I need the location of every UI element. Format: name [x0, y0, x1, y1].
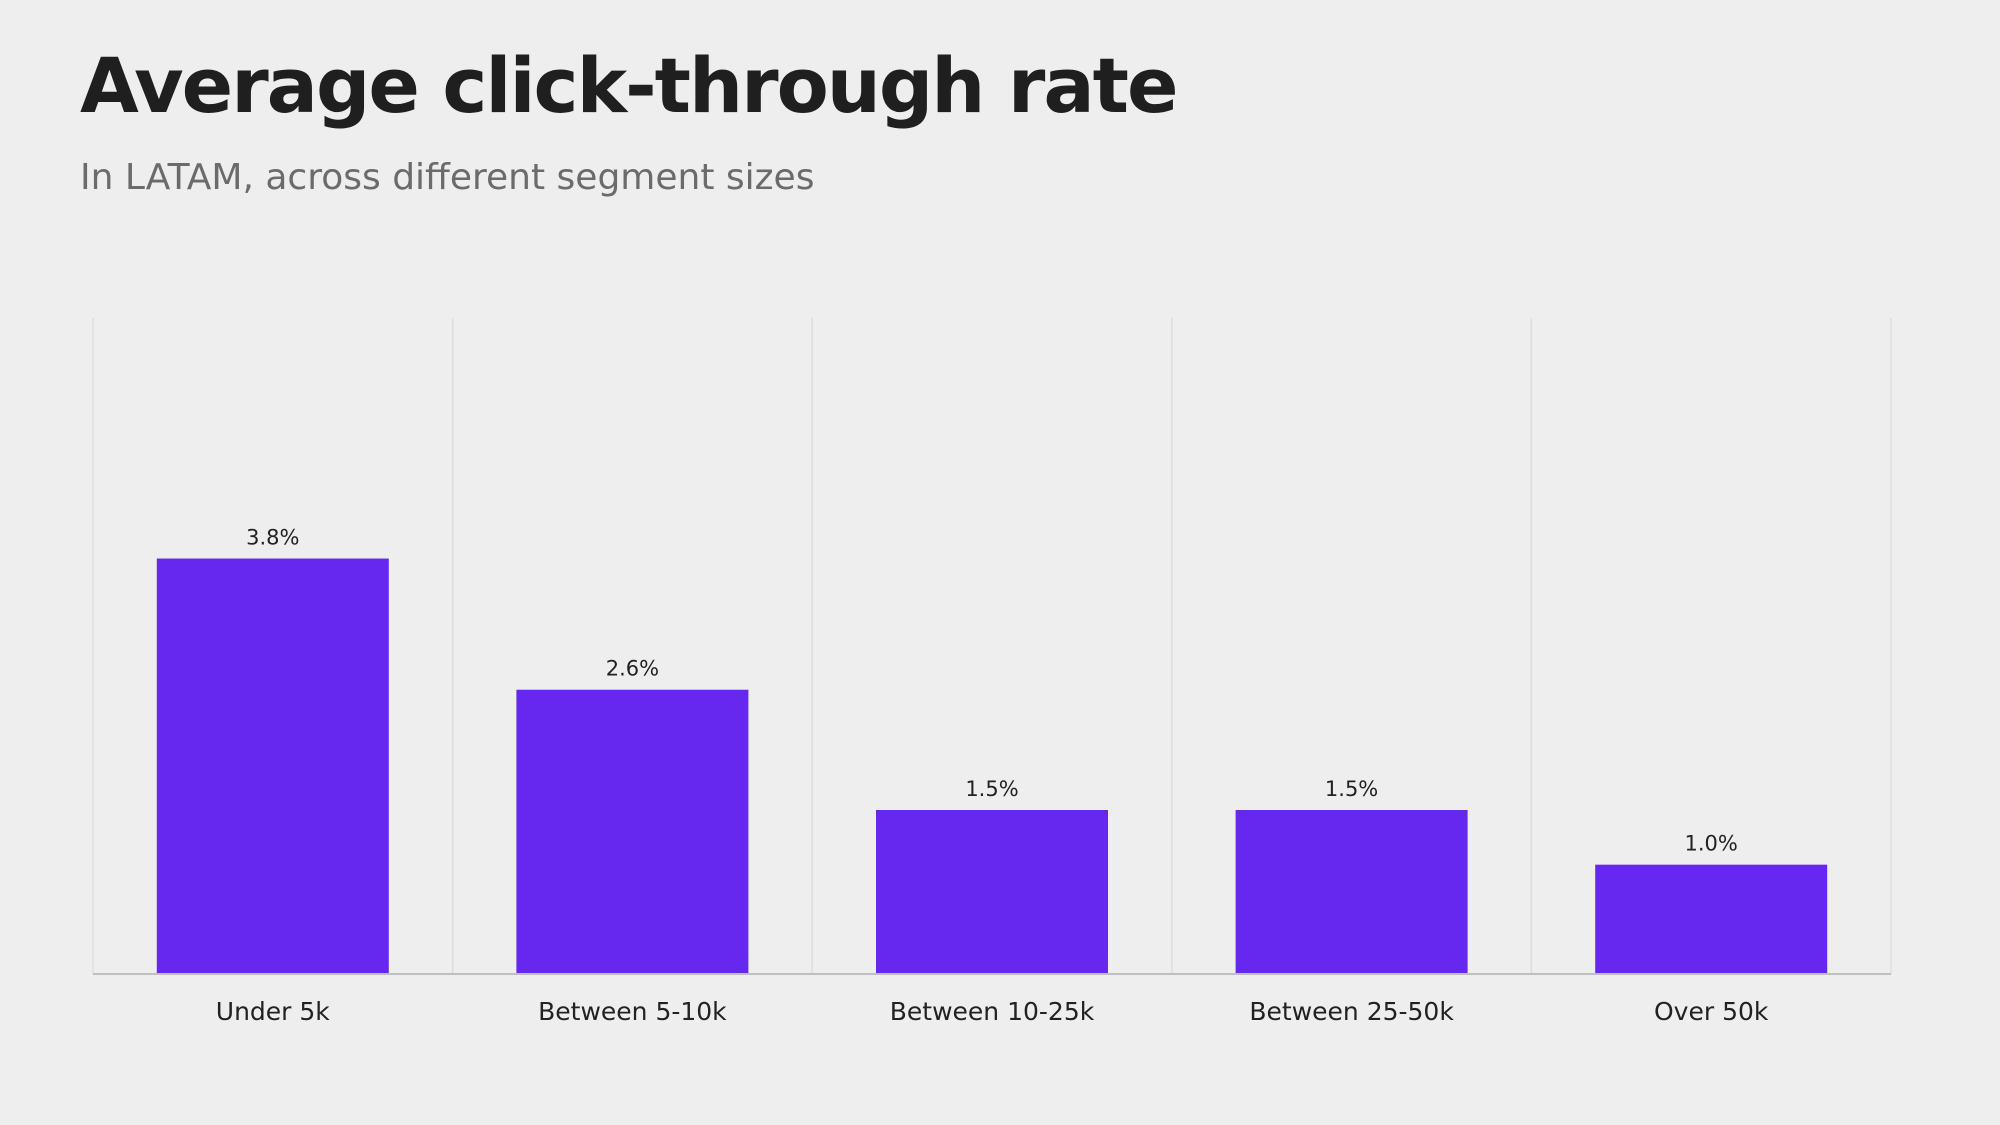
bar	[1235, 810, 1468, 974]
data-label: 3.8%	[246, 526, 299, 550]
data-label: 1.0%	[1685, 832, 1738, 856]
data-labels: 3.8% 2.6% 1.5% 1.5% 1.0%	[246, 526, 1738, 856]
category-label: Between 5-10k	[538, 997, 727, 1026]
bars	[156, 558, 1828, 974]
bar	[1595, 864, 1828, 974]
gridlines	[92, 318, 1892, 974]
category-label: Between 10-25k	[890, 997, 1095, 1026]
category-labels: Under 5k Between 5-10k Between 10-25k Betwe…	[216, 997, 1769, 1026]
data-label: 1.5%	[965, 777, 1018, 801]
data-label: 2.6%	[606, 657, 659, 681]
category-label: Over 50k	[1654, 997, 1769, 1026]
chart-subtitle: In LATAM, across different segment sizes	[80, 157, 815, 198]
category-label: Between 25-50k	[1249, 997, 1454, 1026]
bar	[156, 558, 389, 974]
chart-title: Average click-through rate	[80, 41, 1178, 130]
bar	[516, 689, 749, 974]
bar	[876, 810, 1108, 974]
category-label: Under 5k	[216, 997, 331, 1026]
data-label: 1.5%	[1325, 777, 1378, 801]
